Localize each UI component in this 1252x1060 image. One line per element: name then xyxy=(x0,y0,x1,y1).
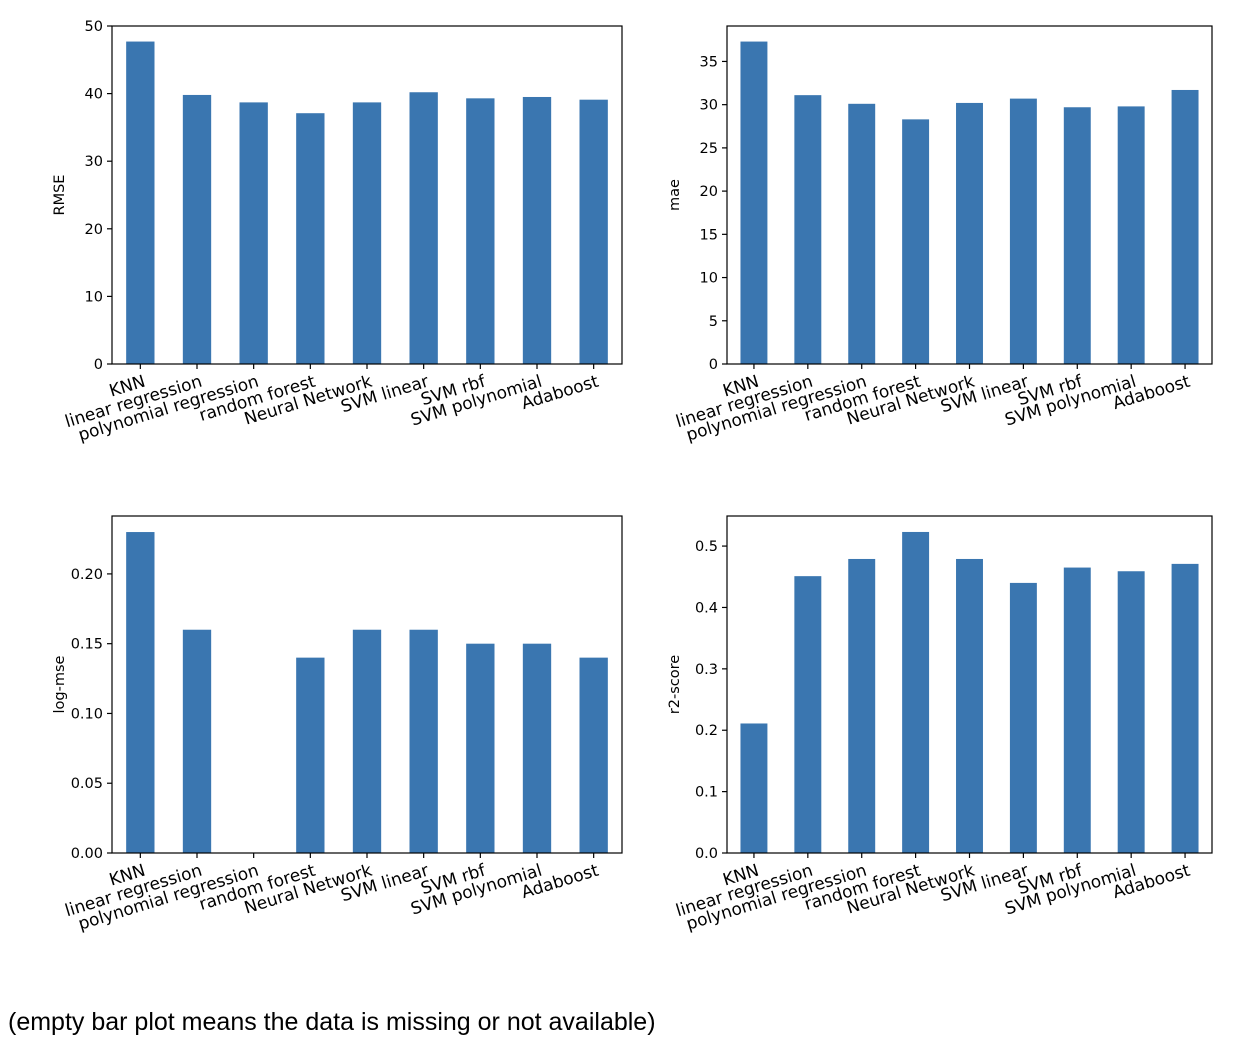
y-tick-label: 0.5 xyxy=(695,539,718,555)
figure-caption: (empty bar plot means the data is missin… xyxy=(8,1008,656,1036)
y-tick-label: 0.10 xyxy=(71,706,103,722)
bar xyxy=(1171,89,1199,365)
y-tick-label: 0.1 xyxy=(695,785,718,801)
y-tick-label: 30 xyxy=(700,98,718,114)
bar xyxy=(522,96,552,364)
y-tick-label: 10 xyxy=(700,271,718,287)
bar xyxy=(466,643,495,853)
bar xyxy=(1063,107,1091,365)
y-tick-label: 15 xyxy=(700,227,718,243)
y-tick-label: 25 xyxy=(700,141,718,157)
bar xyxy=(794,576,822,853)
y-tick-label: 0 xyxy=(709,357,718,373)
y-tick-label: 30 xyxy=(85,154,103,170)
y-tick-label: 35 xyxy=(700,54,718,70)
bar xyxy=(1063,567,1091,853)
bar xyxy=(182,629,212,853)
bar xyxy=(848,103,876,365)
bar xyxy=(1009,582,1037,853)
bar xyxy=(239,102,268,364)
bar xyxy=(1117,571,1145,853)
bar xyxy=(466,98,495,364)
y-tick-label: 0.00 xyxy=(71,846,103,862)
bar xyxy=(740,41,768,365)
bar xyxy=(848,558,876,853)
bar xyxy=(352,629,382,853)
y-tick-label: 0.4 xyxy=(695,600,718,616)
y-tick-label: 0.0 xyxy=(695,846,718,862)
bar xyxy=(1117,106,1145,364)
bar xyxy=(126,532,155,853)
y-tick-label: 0.2 xyxy=(695,723,718,739)
bar xyxy=(956,102,983,364)
y-axis-label: RMSE xyxy=(52,175,68,216)
bar xyxy=(182,94,212,365)
bar xyxy=(522,643,552,853)
bar xyxy=(1171,563,1199,853)
bar xyxy=(409,629,438,853)
y-tick-label: 10 xyxy=(85,289,103,305)
y-tick-label: 20 xyxy=(85,222,103,238)
y-tick-label: 0.20 xyxy=(71,567,103,583)
bar xyxy=(794,95,822,365)
bar xyxy=(956,558,983,853)
bar xyxy=(126,41,155,364)
y-tick-label: 50 xyxy=(85,19,103,35)
y-tick-label: 0 xyxy=(94,357,103,373)
y-tick-label: 0.3 xyxy=(695,662,718,678)
bar xyxy=(740,723,768,853)
bar xyxy=(902,119,930,364)
y-tick-label: 0.05 xyxy=(71,776,103,792)
y-axis-label: r2-score xyxy=(667,655,683,714)
y-tick-label: 20 xyxy=(700,184,718,200)
bar xyxy=(902,531,930,853)
y-tick-label: 40 xyxy=(85,87,103,103)
bar xyxy=(409,92,438,365)
bar xyxy=(579,657,608,853)
y-tick-label: 5 xyxy=(709,314,718,330)
y-axis-label: mae xyxy=(667,179,683,211)
y-tick-label: 0.15 xyxy=(71,637,103,653)
y-axis-label: log-mse xyxy=(52,655,68,713)
bar xyxy=(1009,98,1037,365)
bar xyxy=(579,99,608,365)
bar xyxy=(352,102,382,364)
bar xyxy=(296,113,325,364)
bar xyxy=(296,657,325,853)
